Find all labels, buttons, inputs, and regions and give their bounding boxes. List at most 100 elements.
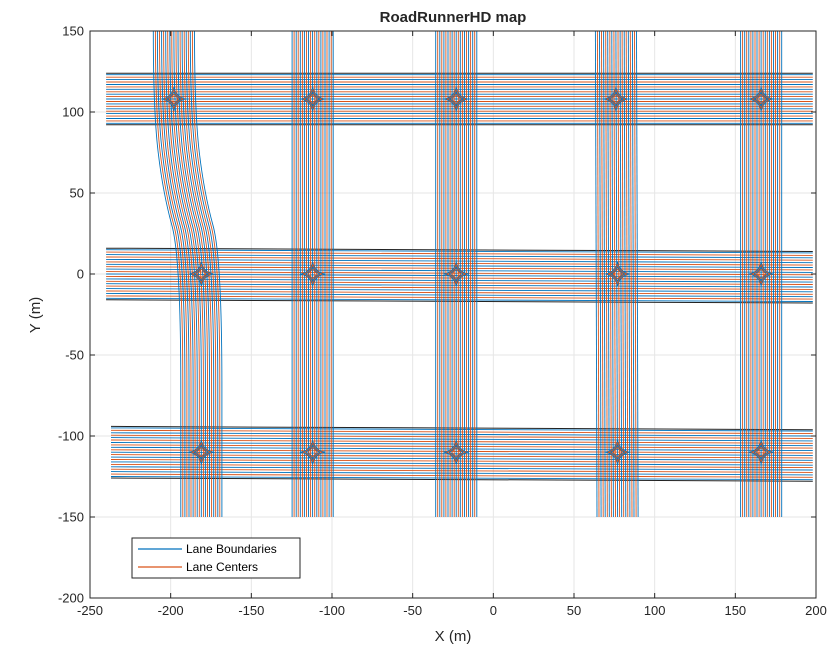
turning-lane-curve [749, 273, 762, 287]
turning-lane-curve [749, 261, 762, 275]
turning-lane-curve [312, 273, 320, 282]
turning-lane-curve [760, 440, 774, 453]
turning-lane-curve [164, 98, 175, 109]
turning-lane-curve [760, 444, 769, 453]
turning-lane-curve [617, 444, 625, 453]
horizontal-road-3-edge [110, 425, 813, 431]
intersection-1-3 [189, 440, 214, 465]
turning-lane-curve [756, 94, 762, 100]
turning-lane-curve [605, 273, 618, 287]
turning-lane-curve [173, 94, 179, 100]
horizontal-road-3-lane-line [110, 473, 813, 478]
turning-lane-curve [173, 98, 186, 112]
turning-lane-curve [605, 440, 618, 453]
turning-lane-curve [200, 273, 212, 284]
turning-lane-curve [300, 98, 314, 112]
turning-lane-curve [451, 98, 457, 105]
horizontal-road-2-lane-line [106, 292, 813, 298]
turning-lane-curve [760, 273, 767, 280]
chart-title: RoadRunnerHD map [380, 9, 527, 26]
turning-lane-curve [610, 266, 618, 275]
turning-lane-curve [753, 273, 762, 282]
turning-lane-curve [196, 451, 202, 458]
vertical-road-4-lane-line [611, 30, 614, 518]
intersection-4-3 [605, 440, 630, 465]
turning-lane-curve [173, 98, 184, 109]
turning-lane-curve [455, 273, 469, 287]
turning-lane-curve [753, 98, 762, 107]
turning-lane-curve [455, 442, 466, 453]
turning-lane-curve [751, 264, 762, 275]
turning-lane-curve [617, 442, 628, 453]
turning-lane-curve [161, 98, 175, 112]
turning-lane-curve [302, 264, 314, 275]
turning-lane-curve [610, 94, 617, 100]
horizontal-road-2-lane-line [106, 295, 813, 300]
turning-lane-curve [455, 444, 464, 453]
turning-lane-curve [451, 94, 457, 100]
turning-lane-curve [760, 451, 771, 462]
turning-lane-curve [312, 261, 325, 275]
turning-lane-curve [173, 91, 182, 100]
vertical-road-4-lane-line [621, 30, 625, 518]
turning-lane-curve [617, 261, 630, 275]
turning-lane-curve [760, 91, 769, 100]
turning-lane-curve [191, 273, 202, 284]
vertical-road-4-lane-line [599, 30, 602, 518]
turning-lane-curve [307, 268, 313, 275]
turning-lane-curve [756, 273, 762, 280]
vertical-road-4-lane-line [634, 30, 637, 518]
horizontal-road-2-lane-line [106, 256, 813, 261]
turning-lane-curve [446, 264, 457, 275]
horizontal-road-3-lane-line [110, 471, 813, 476]
axes-box [89, 30, 817, 599]
y-tick-label: -150 [58, 510, 84, 525]
turning-lane-curve [617, 440, 630, 453]
horizontal-road-3-lane-line [110, 446, 813, 452]
turning-lane-curve [444, 261, 457, 275]
turning-lane-curve [451, 447, 457, 453]
turning-lane-curve [607, 451, 618, 462]
turning-lane-curve [603, 86, 617, 100]
vertical-road-4-lane-line [601, 30, 604, 518]
turning-lane-curve [307, 98, 313, 105]
legend-label-lane-centers: Lane Centers [186, 560, 258, 574]
turning-lane-curve [617, 264, 628, 275]
turning-lane-curve [307, 273, 313, 280]
turning-lane-curve [603, 98, 617, 112]
turning-lane-curve [760, 268, 767, 275]
turning-lane-curve [312, 266, 320, 275]
horizontal-road-3-lane-line [110, 466, 813, 471]
turning-lane-curve [200, 451, 212, 462]
turning-lane-curve [200, 268, 207, 275]
turning-lane-curve [749, 440, 762, 453]
turning-lane-curve [753, 451, 762, 460]
turning-lane-curve [191, 442, 202, 453]
turning-lane-curve [305, 444, 314, 453]
vertical-road-1-lane-line [187, 30, 217, 517]
vertical-road-1-lane-line [173, 30, 202, 517]
turning-lane-curve [455, 273, 462, 280]
turning-lane-curve [751, 98, 762, 109]
horizontal-road-3-lane-line [110, 444, 813, 449]
turning-lane-curve [607, 442, 618, 453]
vertical-road-4-lane-line [623, 30, 627, 518]
turning-lane-curve [753, 266, 762, 275]
x-tick-label: -100 [319, 603, 345, 618]
turning-lane-curve [749, 86, 762, 100]
turning-lane-curve [617, 451, 630, 465]
turning-lane-curve [455, 451, 464, 460]
horizontal-road-2-lane-line [106, 254, 813, 259]
turning-lane-curve [448, 451, 457, 460]
turning-lane-curve [200, 451, 214, 465]
road-network [106, 30, 813, 518]
turning-lane-curve [446, 98, 457, 109]
y-tick-label: 150 [62, 24, 84, 39]
turning-lane-curve [760, 273, 774, 287]
turning-lane-curve [612, 451, 618, 458]
turning-lane-curve [608, 98, 617, 107]
horizontal-road-2-lane-line [106, 263, 813, 268]
horizontal-road-2-lane-line [106, 280, 813, 285]
turning-lane-curve [305, 451, 314, 460]
turning-lane-curve [312, 98, 320, 107]
